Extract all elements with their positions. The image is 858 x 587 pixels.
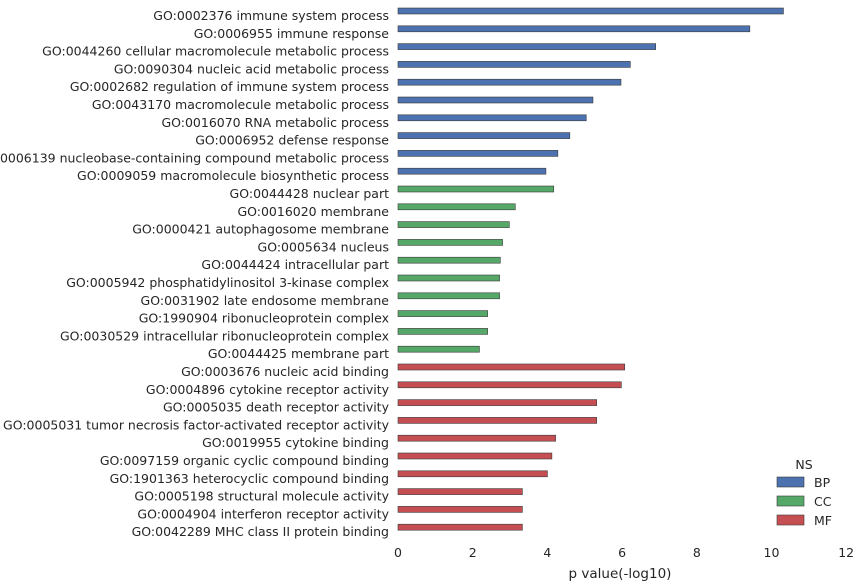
bar-mf	[397, 506, 523, 513]
category-label: GO:0002682 regulation of immune system p…	[70, 79, 389, 94]
bar-bp	[397, 96, 594, 104]
category-label: GO:0097159 organic cyclic compound bindi…	[100, 453, 389, 468]
category-label: GO:0006952 defense response	[195, 133, 389, 148]
category-label: GO:0005035 death receptor activity	[163, 400, 390, 415]
legend-label-mf: MF	[814, 513, 832, 528]
category-label: GO:0002376 immune system process	[153, 8, 389, 23]
category-label: GO:0004896 cytokine receptor activity	[146, 382, 390, 397]
legend-label-cc: CC	[814, 494, 832, 509]
category-label: GO:0044424 intracellular part	[201, 257, 389, 272]
category-label: GO:0030529 intracellular ribonucleoprote…	[60, 328, 389, 343]
x-tick-label: 4	[543, 545, 551, 560]
legend: NS BP CC MF	[776, 457, 832, 528]
x-tick-label: 8	[693, 545, 701, 560]
bar-cc	[397, 292, 500, 300]
category-label: GO:0044425 membrane part	[208, 346, 389, 361]
category-label: GO:0019955 cytokine binding	[202, 435, 389, 450]
bar-mf	[397, 488, 523, 495]
category-label: GO:0005031 tumor necrosis factor-activat…	[3, 417, 390, 432]
legend-label-bp: BP	[814, 475, 831, 490]
x-axis-ticks: 0 2 4 6 8 10 12	[394, 545, 854, 560]
bar-bp	[397, 78, 622, 86]
category-label: GO:1990904 ribonucleoprotein complex	[139, 311, 389, 326]
legend-swatch-cc	[776, 495, 805, 507]
bar-mf	[397, 452, 553, 460]
x-axis-title: p value(-log10)	[569, 566, 672, 582]
x-tick-label: 12	[838, 545, 854, 560]
bars-group	[397, 7, 784, 531]
bar-bp	[397, 61, 631, 68]
category-labels: GO:0002376 immune system process GO:00069…	[0, 8, 390, 539]
bar-cc	[397, 310, 488, 317]
bar-mf	[397, 523, 523, 531]
category-label: GO:0000421 autophagosome membrane	[132, 222, 389, 237]
bar-bp	[397, 150, 559, 157]
legend-swatch-mf	[776, 514, 805, 526]
x-tick-label: 6	[618, 545, 626, 560]
category-label: GO:0006955 immune response	[194, 26, 390, 41]
bar-cc	[397, 256, 501, 264]
category-label: GO:0016020 membrane	[237, 204, 389, 219]
bar-cc	[397, 239, 503, 246]
x-tick-label: 2	[469, 545, 477, 560]
x-tick-label: 10	[764, 545, 780, 560]
bar-mf	[397, 470, 548, 478]
bar-mf	[397, 363, 626, 371]
category-label: GO:0009059 macromolecule biosynthetic pr…	[77, 168, 389, 183]
bar-bp	[397, 43, 657, 50]
legend-swatch-bp	[776, 476, 805, 488]
category-label: GO:0005634 nucleus	[258, 239, 389, 254]
x-tick-label: 0	[394, 545, 402, 560]
bar-cc	[397, 328, 488, 335]
category-label: GO:0044428 nuclear part	[230, 186, 390, 201]
category-label: GO:0031902 late endosome membrane	[141, 293, 390, 308]
category-label: GO:0005942 phosphatidylinositol 3-kinase…	[66, 275, 389, 290]
bar-bp	[397, 132, 571, 139]
bar-cc	[397, 185, 555, 193]
bar-bp	[397, 7, 784, 15]
category-label: GO:0003676 nucleic acid binding	[181, 364, 389, 379]
bar-bp	[397, 25, 751, 33]
category-label: GO:0043170 macromolecule metabolic proce…	[92, 97, 389, 112]
category-label: GO:0006139 nucleobase-containing compoun…	[0, 150, 389, 165]
bar-cc	[397, 345, 480, 353]
category-label: GO:0016070 RNA metabolic process	[161, 115, 389, 130]
category-label: GO:0004904 interferon receptor activity	[137, 506, 389, 521]
bar-mf	[397, 399, 598, 406]
bar-mf	[397, 381, 622, 389]
bar-bp	[397, 167, 547, 175]
category-label: GO:0090304 nucleic acid metabolic proces…	[114, 61, 389, 76]
category-label: GO:0044260 cellular macromolecule metabo…	[42, 44, 389, 59]
bar-bp	[397, 114, 587, 122]
legend-title: NS	[795, 457, 812, 472]
bar-cc	[397, 203, 516, 211]
category-label: GO:1901363 heterocyclic compound binding	[110, 471, 389, 486]
bar-mf	[397, 434, 556, 442]
category-label: GO:0005198 structural molecule activity	[134, 489, 389, 504]
category-label: GO:0042289 MHC class II protein binding	[132, 524, 389, 539]
bar-mf	[397, 417, 598, 424]
bar-cc	[397, 221, 510, 228]
bar-cc	[397, 274, 500, 282]
